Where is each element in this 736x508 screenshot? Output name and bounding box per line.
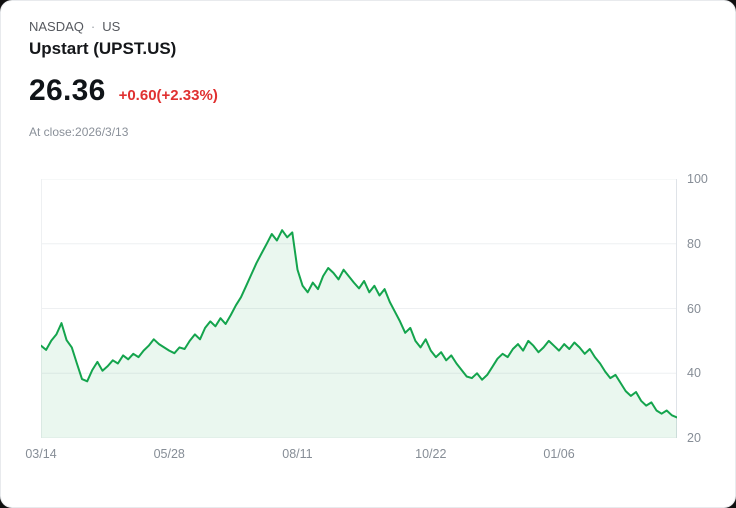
stock-name: Upstart (UPST.US) xyxy=(29,39,177,58)
x-axis-label: 08/11 xyxy=(282,447,313,461)
y-axis: 20 40 60 80 100 xyxy=(677,172,723,445)
x-axis-label: 05/28 xyxy=(153,447,185,461)
close-time: At close:2026/3/13 xyxy=(29,125,129,139)
chart-canvas[interactable] xyxy=(41,179,677,438)
x-axis-label: 01/06 xyxy=(543,447,575,461)
y-axis-label: 100 xyxy=(687,172,708,186)
x-axis-label: 03/14 xyxy=(25,447,57,461)
y-axis-label: 20 xyxy=(687,431,701,445)
separator-dot: · xyxy=(90,19,96,34)
region-label: US xyxy=(102,19,121,34)
x-axis-label: 10/22 xyxy=(415,447,447,461)
price-row: 26.36 +0.60(+2.33%) xyxy=(29,74,707,108)
price-change: +0.60(+2.33%) xyxy=(118,87,218,104)
y-axis-label: 60 xyxy=(687,301,701,316)
x-axis: 03/14 05/28 08/11 10/22 01/06 xyxy=(25,438,677,462)
price-value: 26.36 xyxy=(29,74,106,107)
price-chart[interactable]: 20 40 60 80 100 03/14 05/28 08/11 10/22 01/06 xyxy=(25,172,708,461)
y-axis-label: 80 xyxy=(687,236,701,251)
exchange-label: NASDAQ xyxy=(29,19,84,34)
quote-header: NASDAQ · US Upstart (UPST.US) 26.36 +0.6… xyxy=(1,19,735,139)
exchange-row: NASDAQ · US xyxy=(29,19,707,34)
y-axis-label: 40 xyxy=(687,366,701,381)
